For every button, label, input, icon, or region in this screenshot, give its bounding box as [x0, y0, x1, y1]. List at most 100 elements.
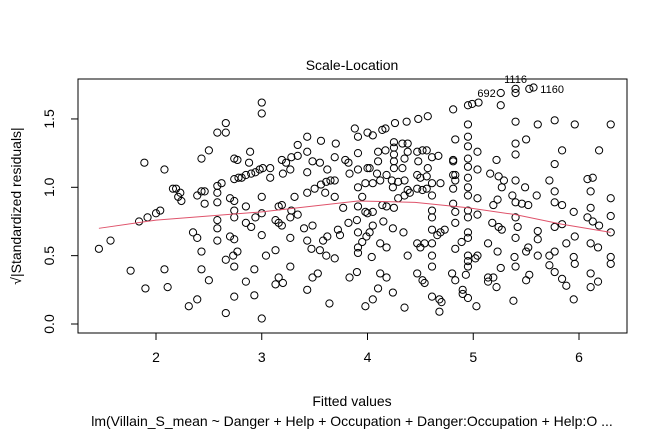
- data-points: [94, 83, 615, 323]
- x-tick-label: 6: [575, 349, 583, 365]
- data-point: [221, 128, 230, 137]
- data-point: [588, 217, 597, 226]
- data-point: [278, 169, 287, 178]
- data-point: [403, 139, 412, 148]
- data-point: [524, 200, 533, 210]
- data-point: [293, 210, 302, 219]
- data-point: [525, 270, 534, 279]
- data-point: [511, 150, 520, 159]
- data-point: [413, 269, 422, 278]
- data-point: [321, 188, 330, 197]
- data-point: [168, 184, 178, 193]
- data-point: [451, 170, 460, 180]
- x-axis: 2 3 4 5 6: [152, 332, 583, 365]
- data-point: [569, 295, 578, 304]
- data-point: [330, 176, 339, 185]
- data-point: [511, 139, 520, 148]
- data-point: [299, 224, 309, 233]
- plot-frame: [77, 78, 628, 334]
- data-point: [562, 239, 571, 248]
- data-point: [427, 239, 437, 248]
- data-point: [545, 251, 554, 260]
- data-point: [427, 179, 437, 188]
- data-point: [557, 220, 567, 229]
- data-point: [381, 146, 390, 155]
- data-point: [389, 150, 399, 159]
- data-point: [586, 187, 595, 196]
- data-point: [427, 191, 437, 200]
- data-point: [293, 151, 302, 160]
- data-point: [606, 228, 615, 237]
- point-labels: 692 1116 1160: [477, 74, 564, 100]
- data-point: [389, 138, 399, 147]
- data-point: [496, 263, 505, 273]
- data-point: [570, 232, 579, 241]
- data-point: [511, 88, 520, 98]
- data-point: [323, 232, 332, 241]
- data-point: [400, 176, 409, 185]
- data-point: [213, 224, 222, 233]
- data-point: [350, 124, 359, 133]
- data-point: [318, 236, 328, 245]
- data-point: [241, 218, 250, 227]
- data-point: [171, 184, 181, 193]
- data-point: [287, 153, 296, 162]
- data-point: [463, 257, 473, 266]
- data-point: [473, 210, 482, 219]
- data-point: [473, 194, 482, 203]
- data-point: [353, 248, 363, 258]
- point-label: 1160: [540, 84, 564, 96]
- data-point: [463, 213, 473, 222]
- data-point: [271, 246, 280, 255]
- data-point: [372, 169, 382, 178]
- data-point: [463, 120, 473, 129]
- data-point: [106, 236, 115, 245]
- data-point: [427, 213, 437, 222]
- data-point: [427, 225, 437, 234]
- data-point: [325, 299, 334, 308]
- data-point: [427, 153, 437, 162]
- data-point: [533, 120, 542, 129]
- data-point: [457, 237, 466, 247]
- data-point: [246, 147, 255, 156]
- data-point: [570, 120, 579, 129]
- data-point: [606, 194, 615, 203]
- data-point: [368, 179, 377, 188]
- data-point: [557, 146, 567, 155]
- data-point: [463, 293, 473, 303]
- data-point: [418, 146, 427, 155]
- data-point: [234, 173, 243, 182]
- data-point: [266, 164, 275, 173]
- data-point: [200, 199, 209, 208]
- data-point: [368, 207, 377, 217]
- x-axis-label: Fitted values: [312, 393, 391, 409]
- data-point: [160, 265, 169, 274]
- data-point: [363, 128, 372, 137]
- data-point: [358, 237, 367, 247]
- data-point: [586, 203, 595, 212]
- data-point: [382, 243, 391, 252]
- data-point: [378, 200, 387, 210]
- data-point: [496, 101, 505, 110]
- data-point: [241, 277, 250, 286]
- data-point: [493, 247, 502, 256]
- data-point: [463, 262, 473, 271]
- data-point: [204, 146, 213, 155]
- data-point: [405, 188, 414, 197]
- data-point: [497, 225, 506, 234]
- data-point: [451, 135, 460, 144]
- data-point: [277, 221, 286, 230]
- data-point: [463, 142, 473, 151]
- data-point: [448, 269, 457, 278]
- data-point: [437, 298, 446, 307]
- data-point: [436, 228, 445, 237]
- data-point: [126, 266, 135, 275]
- data-point: [353, 243, 363, 252]
- data-point: [316, 180, 326, 189]
- data-point: [517, 199, 526, 208]
- data-point: [458, 289, 467, 299]
- data-point: [353, 228, 363, 237]
- data-point: [322, 177, 331, 186]
- data-point: [379, 217, 388, 226]
